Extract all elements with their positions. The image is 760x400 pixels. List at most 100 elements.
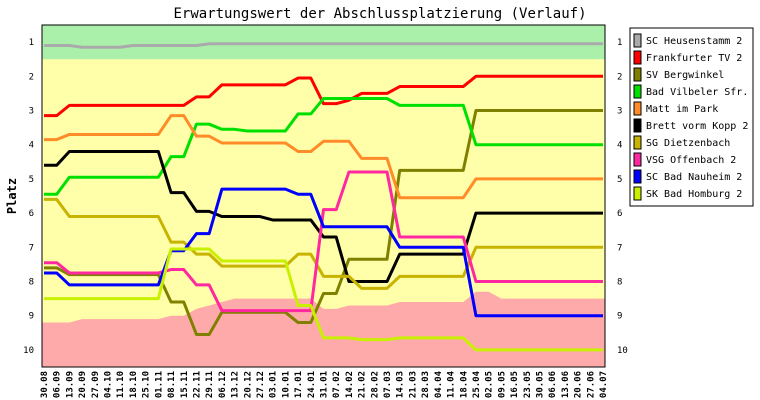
x-tick-label: 28.03 [421,371,431,398]
x-tick-label: 27.09 [91,371,101,398]
x-tick-label: 13.06 [561,371,571,398]
series-line-9 [44,187,603,318]
y-tick-label-right: 4 [617,141,622,151]
x-tick-label: 16.05 [510,371,520,398]
x-tick-label: 06.09 [53,371,63,398]
x-tick-label: 11.10 [116,371,126,398]
x-tick-label: 27.12 [256,371,266,398]
x-tick-label: 27.06 [586,371,596,398]
x-tick-label: 08.11 [167,371,177,398]
legend-label: Brett vorm Kopp 2 [646,121,748,132]
series-line-3 [44,109,603,337]
y-tick-label-left: 3 [29,107,34,117]
legend-label: SC Heusenstamm 2 [646,36,742,47]
series-line-5 [44,114,603,200]
x-tick-label: 24.01 [307,371,317,398]
y-tick-label-right: 5 [617,175,622,185]
x-tick-label: 31.01 [320,371,330,398]
x-tick-label: 30.08 [40,371,50,398]
x-tick-label: 04.04 [434,370,444,398]
y-tick-label-left: 6 [29,209,34,219]
x-tick-label: 04.10 [104,371,114,398]
legend-label: SV Bergwinkel [646,70,724,81]
series-layer [44,42,603,352]
plot-border [41,24,606,368]
x-tick-label: 13.12 [231,371,241,398]
y-tick-label-left: 7 [29,243,34,253]
legend-label: SG Dietzenbach [646,138,730,149]
x-tick-label: 15.11 [180,371,190,398]
legend-swatch [633,169,642,184]
x-tick-label: 09.05 [497,371,507,398]
legend-swatch [633,84,642,99]
x-tick-label: 21.03 [408,371,418,398]
x-tick-label: 07.02 [332,371,342,398]
x-tick-label: 17.01 [294,371,304,398]
x-tick-label: 22.11 [192,371,202,398]
y-tick-label-left: 1 [29,38,34,48]
y-tick-label-right: 1 [617,38,622,48]
x-tick-label: 03.01 [269,371,279,398]
legend-box [629,27,754,207]
y-axis-label: Platz [5,178,19,214]
x-tick-label: 28.02 [370,371,380,398]
x-tick-label: 25.04 [472,370,482,398]
legend-swatch [633,186,642,201]
chart-title: Erwartungswert der Abschlussplatzierung … [173,6,586,22]
plot-background [42,25,605,367]
x-tick-label: 06.06 [548,371,558,398]
legend-swatch [633,50,642,65]
y-tick-label-right: 9 [617,312,622,322]
legend-label: Bad Vilbeler Sfr. [646,87,748,98]
y-tick-label-left: 8 [29,278,34,288]
legend-label: Frankfurter TV 2 [646,53,742,64]
x-tick-label: 13.09 [65,371,75,398]
y-tick-label-right: 8 [617,278,622,288]
y-tick-label-left: 2 [29,72,34,82]
x-tick-label: 30.05 [535,371,545,398]
x-tick-label: 11.04 [447,370,457,398]
series-line-2 [44,74,603,118]
x-tick-label: 02.05 [485,371,495,398]
series-line-8 [44,170,603,313]
y-axis-right: 1 2 3 4 5 6 7 8 9 10 [617,38,628,356]
series-line-4 [44,97,603,196]
x-tick-label: 06.12 [218,371,228,398]
y-tick-label-right: 3 [617,107,622,117]
x-tick-label: 01.11 [154,371,164,398]
x-tick-label: 14.02 [345,371,355,398]
y-tick-label-left: 9 [29,312,34,322]
legend-label: Matt im Park [646,104,718,115]
y-tick-label-left: 4 [29,141,34,151]
legend-label: VSG Offenbach 2 [646,155,736,166]
y-tick-label-right: 7 [617,243,622,253]
x-tick-label: 07.03 [383,371,393,398]
legend-swatch [633,101,642,116]
legend: SC Heusenstamm 2 Frankfurter TV 2 SV Bergw… [629,27,754,207]
series-line-10 [44,247,603,352]
x-tick-label: 18.04 [459,370,469,398]
y-tick-label-right: 2 [617,72,622,82]
x-tick-label: 20.06 [574,371,584,398]
x-axis: 30.08 06.09 13.09 20.09 27.09 04.10 11.10 18.10… [40,370,609,398]
series-line-1 [44,42,603,49]
legend-swatch [633,118,642,133]
series-line-6 [44,150,603,283]
x-tick-label: 14.03 [396,371,406,398]
x-tick-label: 23.05 [523,371,533,398]
x-tick-label: 20.12 [243,371,253,398]
legend-swatch [633,67,642,82]
x-tick-label: 29.11 [205,371,215,398]
y-tick-label-left: 10 [23,346,34,356]
legend-swatch [633,33,642,48]
x-tick-label: 18.10 [129,371,139,398]
x-tick-label: 25.10 [142,371,152,398]
series-line-7 [44,197,603,290]
x-tick-label: 04.07 [599,371,609,398]
x-tick-label: 21.02 [358,371,368,398]
legend-swatch [633,152,642,167]
x-tick-label: 20.09 [78,371,88,398]
x-tick-label: 10.01 [281,371,291,398]
legend-label: SK Bad Homburg 2 [646,189,742,200]
y-tick-label-left: 5 [29,175,34,185]
